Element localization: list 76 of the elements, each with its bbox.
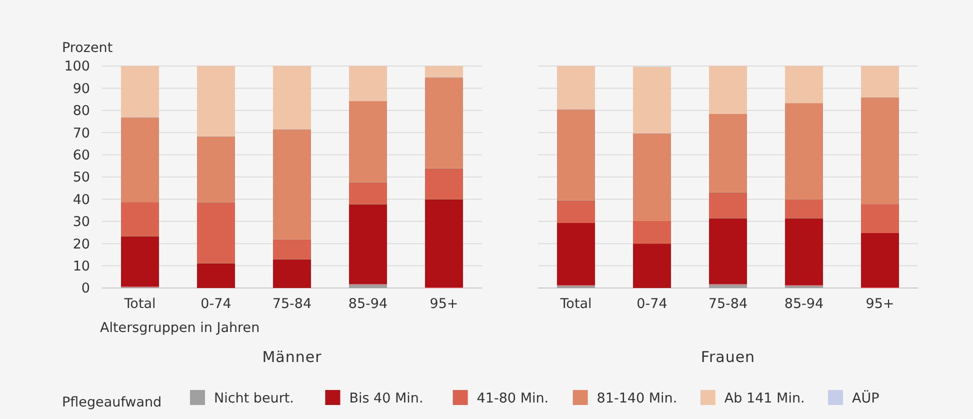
bar — [785, 199, 823, 218]
bar — [633, 220, 671, 244]
bar — [273, 259, 311, 288]
x-tick-label: 85-94 — [784, 296, 824, 312]
bar — [349, 284, 387, 288]
bar — [785, 66, 823, 104]
bar — [121, 202, 159, 236]
bar — [633, 133, 671, 221]
y-tick-label: 0 — [81, 280, 90, 297]
bar — [785, 103, 823, 200]
text: Männer — [262, 348, 322, 366]
bar — [709, 114, 747, 192]
bar — [557, 109, 595, 200]
bar — [121, 236, 159, 287]
x-axis-title: Altersgruppen in Jahren — [100, 320, 260, 336]
bar — [633, 244, 671, 288]
bar — [425, 77, 463, 168]
legend-label: Nicht beurt. — [214, 390, 294, 407]
bar — [861, 66, 899, 98]
bar — [121, 66, 159, 118]
bar — [861, 97, 899, 204]
y-tick-label: 20 — [72, 236, 90, 252]
bar — [197, 263, 235, 288]
legend-label: 41-80 Min. — [476, 390, 549, 407]
y-tick-label: 30 — [72, 214, 90, 230]
legend-label: Bis 40 Min. — [349, 390, 424, 407]
bar — [425, 199, 463, 288]
x-tick-label: 95+ — [866, 296, 894, 312]
x-tick-label: 75-84 — [272, 296, 312, 312]
bar — [121, 117, 159, 202]
text: Frauen — [700, 348, 756, 366]
x-tick-label: Total — [123, 296, 156, 312]
y-tick-label: 70 — [72, 125, 90, 142]
bar — [709, 284, 747, 288]
y-tick-label: 90 — [72, 80, 90, 97]
bar — [349, 182, 387, 204]
x-tick-label: 0-74 — [636, 296, 668, 312]
x-tick-label: 95+ — [430, 296, 458, 312]
x-tick-label: Total — [559, 296, 592, 312]
x-tick-label: 85-94 — [348, 296, 388, 312]
bar — [273, 129, 311, 240]
x-tick-label: 0-74 — [200, 296, 232, 312]
bar — [861, 232, 899, 288]
x-tick-label: 75-84 — [708, 296, 748, 312]
bar — [557, 285, 595, 288]
bar — [425, 66, 463, 78]
y-tick-label: 40 — [72, 192, 90, 208]
y-tick-label: 60 — [72, 148, 90, 164]
bar — [785, 218, 823, 286]
legend-title: Pflegeaufwand — [62, 394, 162, 411]
bar — [633, 66, 671, 134]
bar — [557, 66, 595, 110]
legend-label: 81-140 Min. — [596, 390, 678, 407]
bar — [425, 168, 463, 200]
bar — [273, 66, 311, 130]
bar — [861, 204, 899, 233]
y-tick-label: 10 — [72, 258, 90, 275]
legend-label: Ab 141 Min. — [724, 390, 805, 407]
y-tick-label: 80 — [72, 103, 90, 120]
bar — [709, 218, 747, 284]
y-axis-title: Prozent — [62, 40, 113, 56]
bar — [709, 66, 747, 114]
bar — [349, 101, 387, 182]
y-tick-label: 100 — [64, 58, 90, 75]
bar — [785, 285, 823, 288]
bar — [349, 204, 387, 284]
bar — [197, 136, 235, 202]
bar — [557, 200, 595, 223]
bar — [709, 192, 747, 218]
bar — [349, 66, 387, 102]
bar — [557, 222, 595, 286]
bar — [273, 239, 311, 260]
y-tick-label: 50 — [72, 170, 90, 186]
bar — [197, 202, 235, 264]
bar — [197, 66, 235, 136]
legend-label: AÜP — [852, 390, 880, 407]
